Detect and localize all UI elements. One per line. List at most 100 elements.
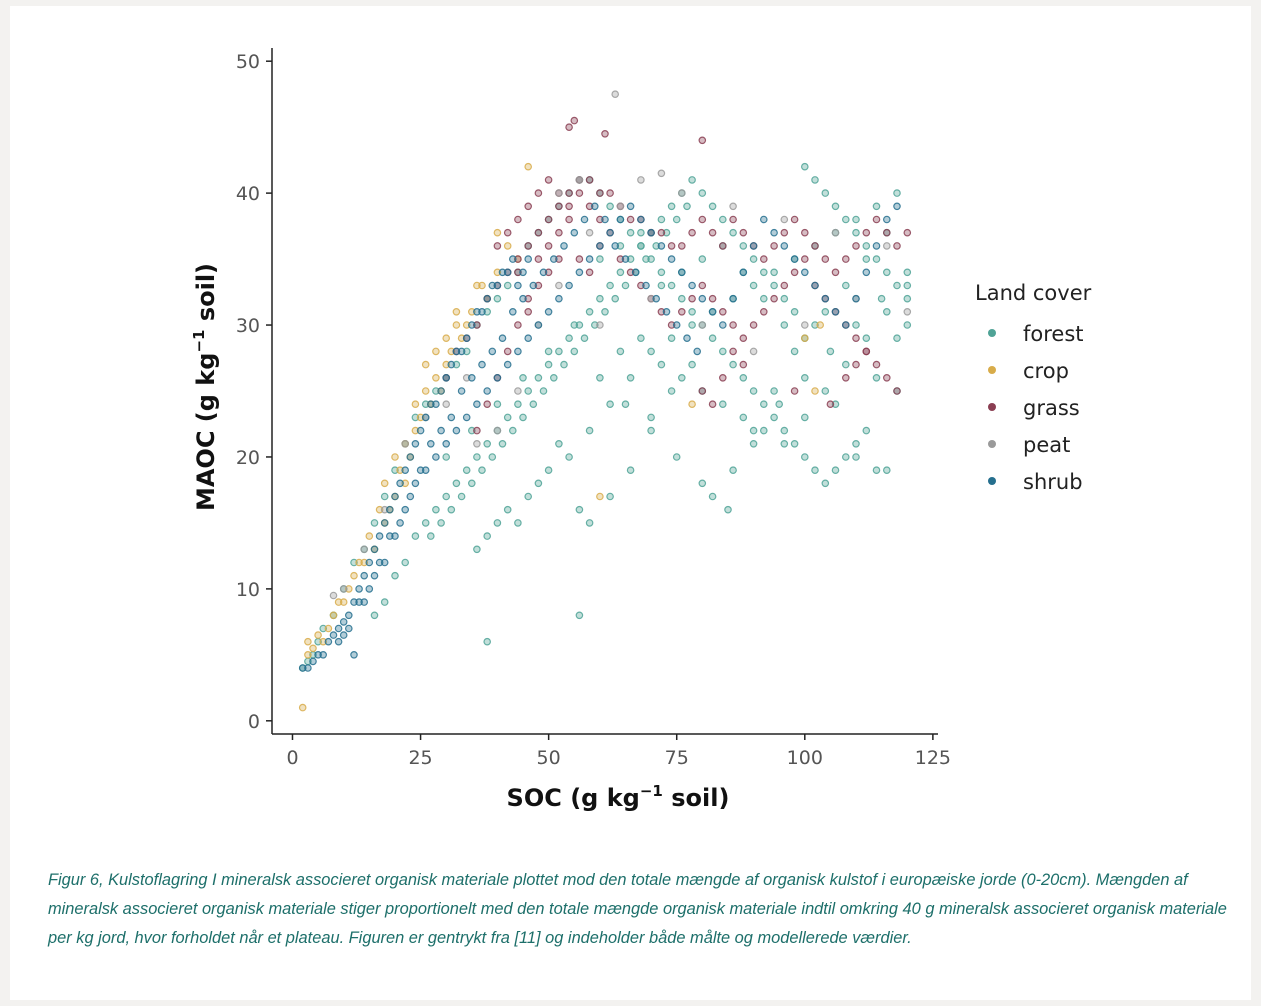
point-forest (626, 466, 635, 475)
point-shrub (365, 585, 374, 593)
point-forest (688, 307, 696, 316)
point-grass (534, 189, 543, 197)
point-crop (411, 400, 420, 409)
point-forest (831, 466, 840, 475)
point-forest (462, 466, 471, 475)
point-peat (903, 307, 912, 316)
scatter-chart: 0 25 50 75 100 125 0 10 20 30 40 50 SOC (g kg−1 soi… (190, 48, 1092, 812)
point-crop (432, 373, 440, 382)
point-forest (841, 360, 850, 369)
point-forest (447, 505, 456, 514)
point-grass (667, 242, 676, 250)
point-shrub (421, 466, 430, 475)
point-forest (749, 281, 758, 290)
point-forest (852, 321, 860, 329)
point-shrub (426, 400, 435, 409)
point-grass (483, 400, 492, 409)
legend-label-peat: peat (1023, 433, 1070, 457)
point-grass (626, 268, 635, 277)
point-crop (334, 598, 343, 606)
point-forest (555, 347, 563, 356)
point-grass (606, 189, 614, 197)
point-shrub (304, 664, 312, 672)
point-forest (811, 466, 819, 475)
point-grass (718, 307, 727, 316)
point-forest (903, 294, 912, 303)
point-grass (841, 255, 850, 263)
point-crop (524, 162, 533, 171)
y-tick-label: 0 (248, 711, 260, 733)
point-grass (565, 123, 573, 132)
point-forest (724, 505, 732, 514)
point-forest (467, 479, 476, 488)
point-shrub (416, 466, 425, 475)
point-shrub (739, 268, 748, 277)
point-forest (698, 255, 707, 263)
point-shrub (401, 505, 410, 514)
point-grass (811, 242, 819, 250)
point-forest (637, 334, 645, 343)
point-grass (657, 228, 666, 237)
point-shrub (334, 624, 343, 633)
point-forest (893, 281, 901, 290)
point-forest (852, 228, 860, 237)
point-grass (708, 294, 717, 303)
point-crop (442, 334, 451, 343)
point-forest (688, 176, 696, 184)
point-forest (585, 519, 594, 527)
point-shrub (421, 413, 430, 422)
point-forest (800, 162, 809, 171)
point-forest (862, 242, 871, 250)
point-grass (841, 373, 850, 382)
point-shrub (555, 294, 563, 303)
point-peat (380, 505, 389, 514)
point-forest (852, 215, 860, 224)
point-forest (514, 400, 522, 409)
point-forest (877, 294, 886, 303)
point-forest (421, 400, 430, 409)
point-forest (473, 453, 481, 461)
point-forest (749, 255, 758, 263)
point-forest (560, 360, 568, 369)
point-forest (688, 321, 696, 329)
legend-key-forest (988, 329, 996, 337)
point-grass (688, 228, 696, 237)
point-grass (575, 255, 584, 263)
point-grass (626, 215, 635, 224)
point-crop (447, 347, 456, 356)
point-grass (893, 387, 901, 395)
point-grass (473, 321, 481, 329)
point-forest (852, 439, 860, 448)
point-crop (457, 334, 466, 343)
point-shrub (360, 598, 369, 606)
point-forest (483, 439, 492, 448)
point-grass (596, 215, 604, 224)
point-grass (770, 294, 778, 303)
point-peat (514, 387, 522, 395)
point-shrub (514, 281, 522, 290)
point-shrub (841, 321, 850, 329)
point-forest (770, 268, 778, 277)
point-forest (508, 426, 517, 435)
point-shrub (319, 650, 328, 659)
x-tick-label: 50 (537, 747, 561, 769)
point-crop (355, 558, 363, 567)
legend-title: Land cover (975, 281, 1092, 305)
point-forest (596, 255, 604, 263)
point-shrub (652, 294, 661, 303)
point-forest (621, 281, 630, 290)
point-grass (903, 228, 912, 237)
point-forest (729, 360, 737, 369)
point-grass (821, 255, 830, 263)
point-grass (596, 189, 604, 197)
point-crop (462, 321, 471, 329)
point-crop (478, 281, 486, 290)
point-grass (473, 426, 481, 435)
point-grass (729, 347, 737, 356)
point-forest (611, 294, 620, 303)
point-grass (585, 176, 594, 184)
legend-label-crop: crop (1023, 359, 1069, 383)
point-grass (585, 202, 594, 211)
point-forest (672, 215, 681, 224)
point-grass (544, 242, 553, 250)
